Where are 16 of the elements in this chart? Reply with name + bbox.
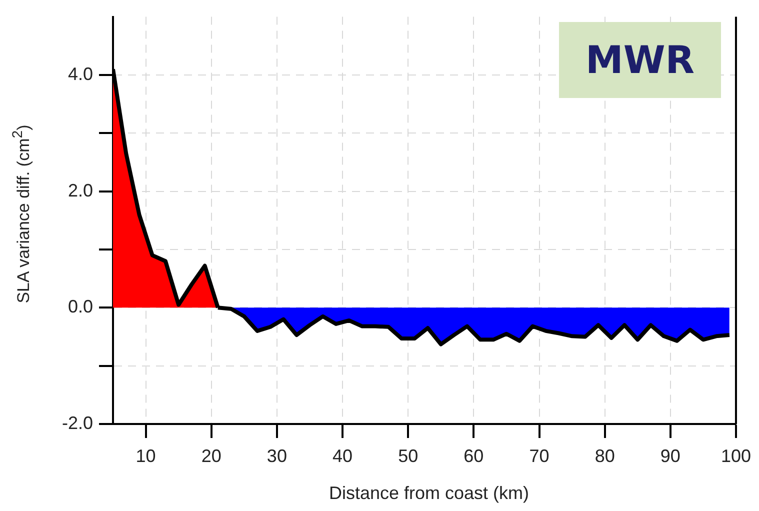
x-tick-label: 20 — [201, 446, 222, 466]
y-tick-label: 0.0 — [68, 296, 93, 317]
x-axis-title: Distance from coast (km) — [328, 483, 530, 504]
y-tick-label: 2.0 — [68, 180, 93, 200]
x-tick-label: 40 — [332, 446, 353, 466]
x-tick-label: 10 — [136, 446, 156, 466]
x-tick-label: 80 — [594, 446, 615, 466]
x-tick-label: 100 — [720, 446, 752, 466]
y-tick-label: 4.0 — [68, 64, 93, 84]
y-tick-label: -2.0 — [62, 412, 93, 433]
x-tick-label: 60 — [464, 446, 484, 466]
x-tick-label: 50 — [398, 446, 418, 466]
x-tick-label: 90 — [660, 446, 680, 466]
annotation: MWR — [559, 22, 721, 98]
x-tick-label: 30 — [266, 446, 287, 466]
x-tick-label: 70 — [529, 446, 550, 466]
